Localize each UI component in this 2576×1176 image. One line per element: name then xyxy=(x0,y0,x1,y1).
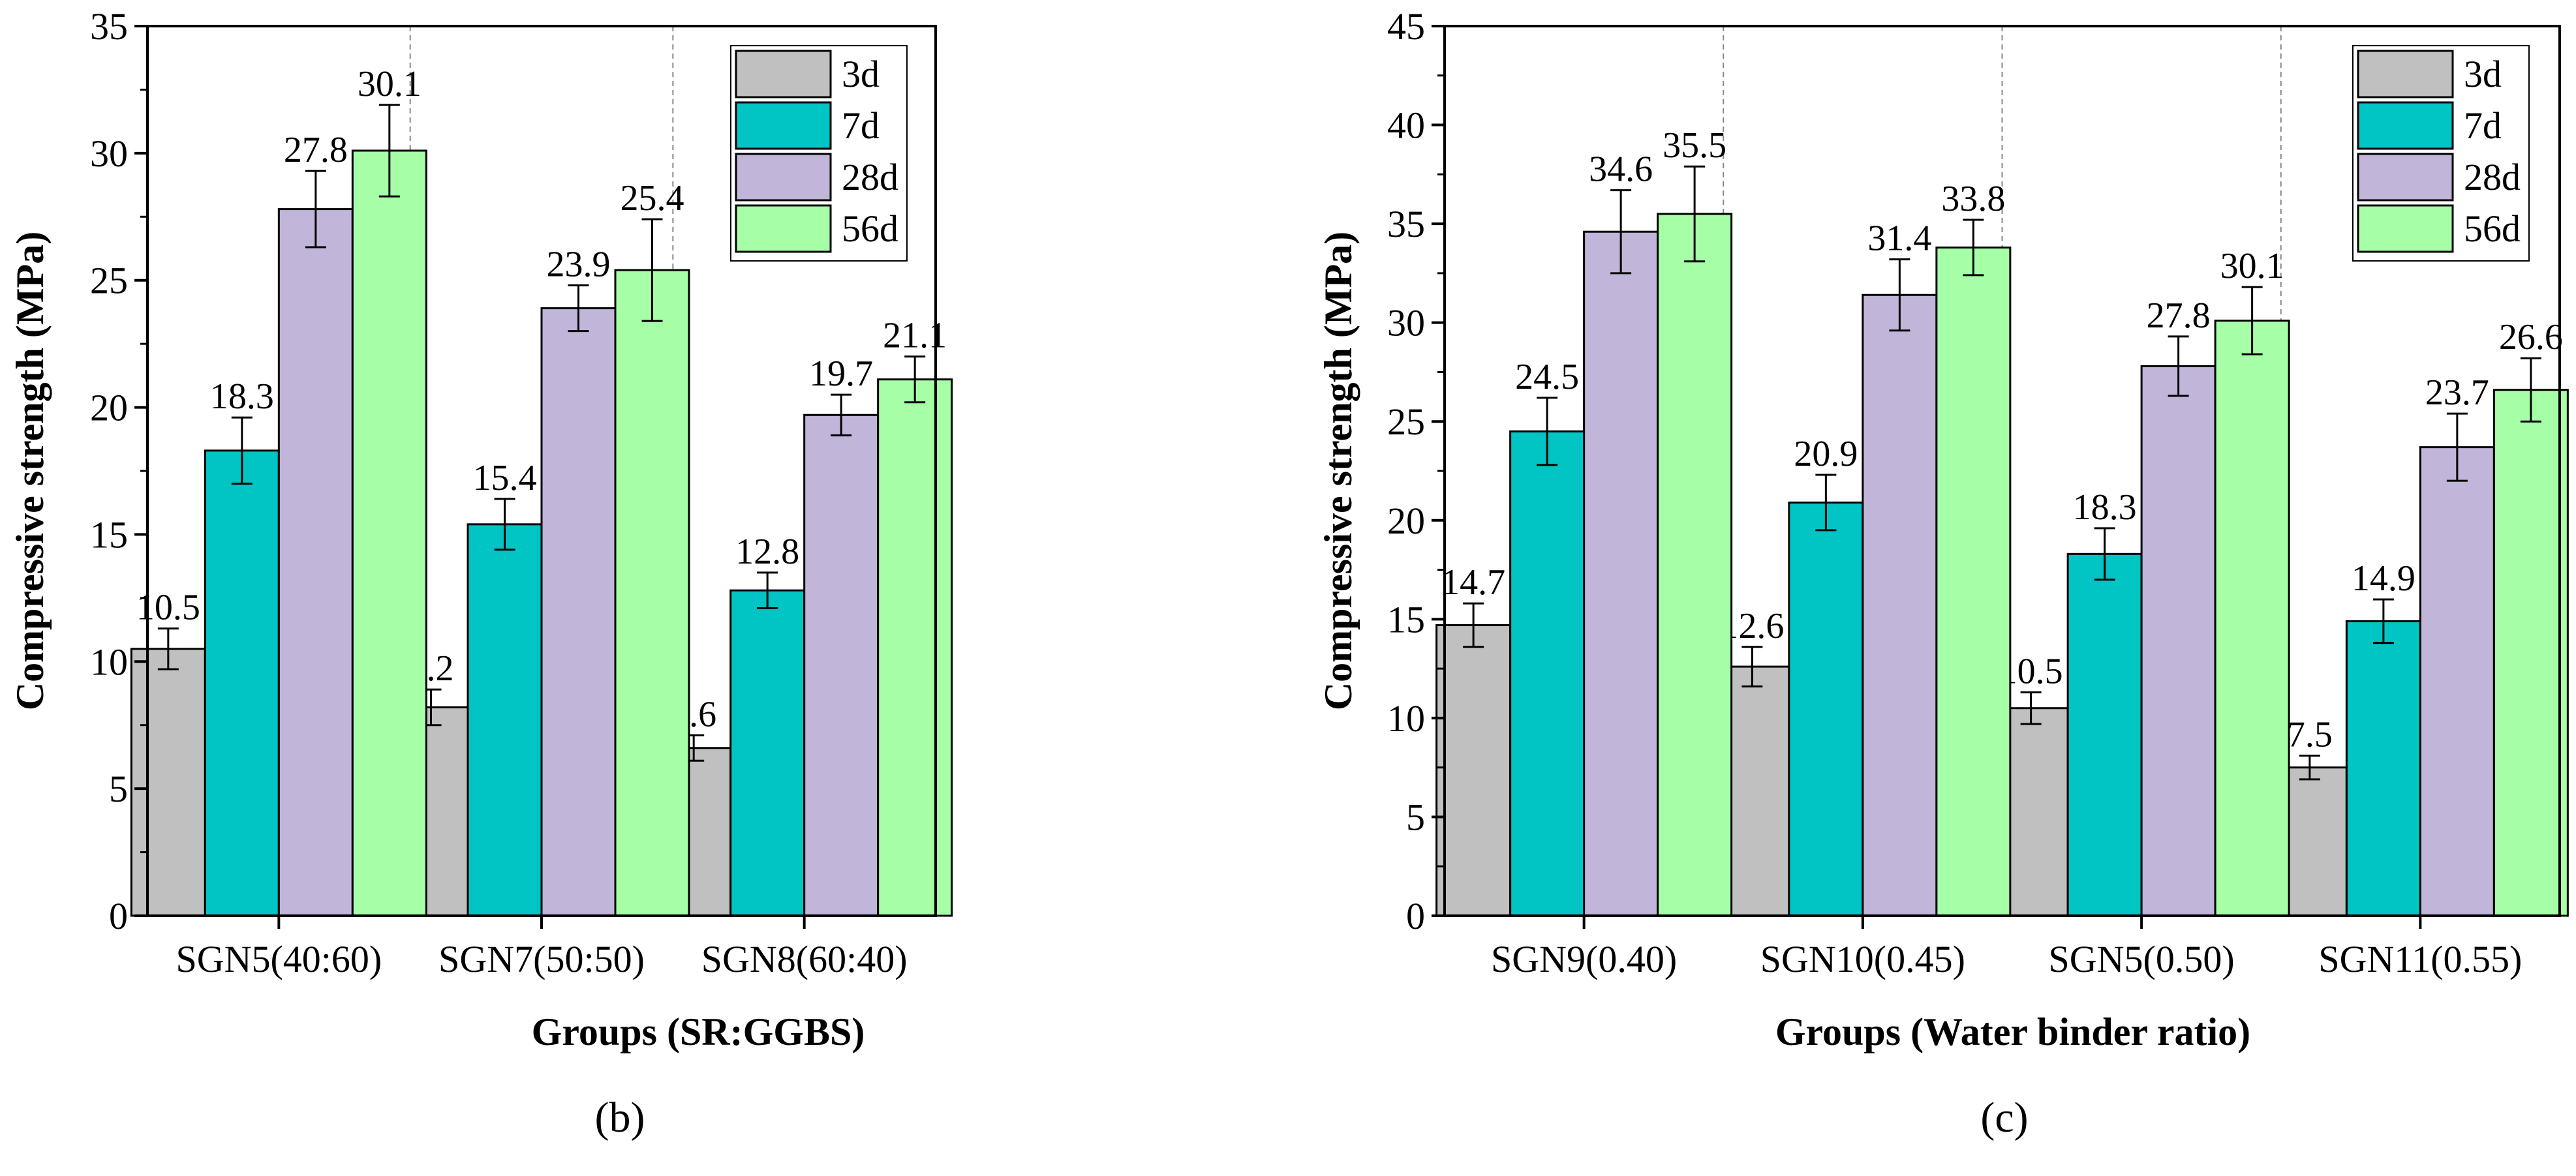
data-label: 34.6 xyxy=(1589,149,1653,190)
bar-28d-SGN9(0.40) xyxy=(1583,230,1659,917)
data-label: 20.9 xyxy=(1794,434,1858,474)
y-tick-label: 25 xyxy=(90,260,128,302)
chart-panel-b: 10.58.26.618.315.412.827.823.919.730.125… xyxy=(8,5,953,1141)
legend-label: 28d xyxy=(2464,156,2521,198)
y-tick-label: 30 xyxy=(90,132,128,175)
panel-label: (c) xyxy=(1980,1094,2028,1141)
y-tick-label: 0 xyxy=(1406,895,1425,937)
bar-7d-SGN9(0.40) xyxy=(1509,430,1586,917)
x-tick-label: SGN5(40:60) xyxy=(176,938,382,980)
bar-56d-SGN7(50:50) xyxy=(614,269,690,917)
y-tick-label: 0 xyxy=(109,895,128,937)
y-axis-title: Compressive strength (MPa) xyxy=(8,232,52,710)
bar-28d-SGN5(0.50) xyxy=(2140,365,2216,917)
data-label: 30.1 xyxy=(358,64,422,104)
data-label: 26.6 xyxy=(2499,317,2563,357)
legend-label: 28d xyxy=(842,156,898,198)
bar-56d-SGN5(40:60) xyxy=(351,149,427,917)
bar-28d-SGN8(60:40) xyxy=(803,414,880,917)
bar-56d-SGN8(60:40) xyxy=(877,378,953,917)
y-tick-label: 20 xyxy=(1387,500,1425,542)
y-axis-title: Compressive strength (MPa) xyxy=(1317,232,1360,710)
y-tick-label: 20 xyxy=(90,387,128,429)
y-tick-label: 45 xyxy=(1387,5,1425,48)
y-tick-label: 15 xyxy=(90,513,128,556)
bar-7d-SGN5(0.50) xyxy=(2066,552,2143,917)
data-label: 23.9 xyxy=(547,245,611,285)
data-label: 18.3 xyxy=(210,376,274,417)
bar-7d-SGN8(60:40) xyxy=(729,589,806,917)
y-tick-label: 5 xyxy=(109,768,128,810)
legend-label: 3d xyxy=(842,53,880,95)
x-tick-label: SGN11(0.55) xyxy=(2318,938,2522,980)
y-tick-label: 10 xyxy=(1387,697,1425,740)
bar-56d-SGN11(0.55) xyxy=(2492,389,2569,917)
data-label: 27.8 xyxy=(284,130,348,170)
x-tick-label: SGN7(50:50) xyxy=(438,938,645,980)
bar-3d-SGN9(0.40) xyxy=(1435,624,1512,917)
data-label: 18.3 xyxy=(2073,487,2137,528)
bar-28d-SGN11(0.55) xyxy=(2419,446,2495,917)
legend-swatch-3d xyxy=(2357,50,2454,98)
legend-swatch-7d xyxy=(735,101,832,150)
legend-swatch-3d xyxy=(735,50,832,98)
data-label: 31.4 xyxy=(1867,219,1931,259)
y-tick-label: 30 xyxy=(1387,302,1425,344)
bar-56d-SGN9(0.40) xyxy=(1657,213,1733,917)
data-label: 12.8 xyxy=(735,532,799,572)
y-tick-label: 35 xyxy=(1387,203,1425,245)
legend-label: 3d xyxy=(2464,53,2502,95)
y-tick-label: 40 xyxy=(1387,104,1425,147)
data-label: 30.1 xyxy=(2220,246,2284,286)
data-label: 35.5 xyxy=(1663,125,1726,166)
data-label: 27.8 xyxy=(2147,295,2211,336)
bar-7d-SGN7(50:50) xyxy=(467,523,543,917)
y-tick-label: 35 xyxy=(90,5,128,48)
legend-label: 7d xyxy=(2464,104,2502,147)
bar-7d-SGN5(40:60) xyxy=(204,449,280,917)
y-tick-label: 5 xyxy=(1406,796,1425,838)
bar-7d-SGN10(0.45) xyxy=(1788,501,1864,917)
x-tick-label: SGN8(60:40) xyxy=(701,938,908,980)
legend-label: 56d xyxy=(842,207,898,250)
panel-label: (b) xyxy=(595,1094,645,1141)
data-label: 23.7 xyxy=(2425,372,2489,413)
data-label: 19.7 xyxy=(809,354,873,394)
legend-label: 56d xyxy=(2464,207,2521,250)
x-axis-title: Groups (SR:GGBS) xyxy=(532,1010,865,1053)
data-label: 14.7 xyxy=(1441,562,1505,603)
y-tick-label: 25 xyxy=(1387,400,1425,443)
legend-swatch-56d xyxy=(735,204,832,253)
bar-3d-SGN5(40:60) xyxy=(130,648,206,917)
bar-56d-SGN5(0.50) xyxy=(2214,320,2290,917)
data-label: 15.4 xyxy=(473,458,537,498)
legend-swatch-56d xyxy=(2357,204,2454,253)
x-tick-label: SGN5(0.50) xyxy=(2049,938,2235,980)
data-label: 7.5 xyxy=(2287,714,2333,755)
x-tick-label: SGN10(0.45) xyxy=(1760,938,1965,980)
legend-swatch-28d xyxy=(2357,153,2454,202)
y-tick-label: 15 xyxy=(1387,598,1425,641)
bar-28d-SGN7(50:50) xyxy=(540,307,617,917)
bar-56d-SGN10(0.45) xyxy=(1935,246,2012,917)
y-tick-label: 10 xyxy=(90,641,128,683)
data-label: 33.8 xyxy=(1941,179,2005,219)
data-label: 24.5 xyxy=(1515,357,1579,397)
bar-28d-SGN10(0.45) xyxy=(1862,294,1938,917)
data-label: 25.4 xyxy=(621,178,684,219)
data-label: 14.9 xyxy=(2352,558,2415,599)
data-label: 10.5 xyxy=(136,588,200,628)
data-label: 21.1 xyxy=(883,316,947,356)
legend-label: 7d xyxy=(842,104,880,147)
legend-swatch-28d xyxy=(735,153,832,202)
x-axis-title: Groups (Water binder ratio) xyxy=(1775,1010,2250,1053)
bar-7d-SGN11(0.55) xyxy=(2345,620,2421,917)
x-tick-label: SGN9(0.40) xyxy=(1491,938,1677,980)
bar-28d-SGN5(40:60) xyxy=(277,208,354,917)
legend-swatch-7d xyxy=(2357,101,2454,150)
chart-panel-c: 14.712.610.57.524.520.918.314.934.631.42… xyxy=(1317,5,2569,1141)
